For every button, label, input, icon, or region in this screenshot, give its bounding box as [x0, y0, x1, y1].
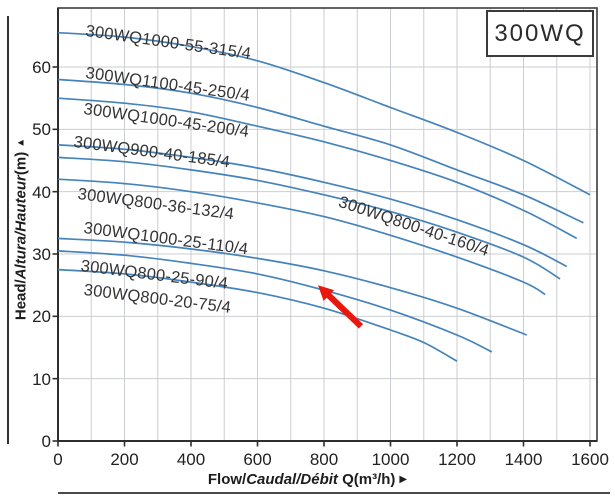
pump-curve	[57, 97, 578, 240]
x-title-caudal-debit: Caudal/Débit	[246, 471, 338, 488]
up-arrow-icon: ▲	[15, 137, 27, 148]
series-model-box: 300WQ	[486, 10, 594, 57]
highlight-arrow	[318, 285, 364, 329]
plot-frame	[57, 7, 598, 442]
y-title-altura-hauteur: Altura/Hauteur	[12, 175, 30, 280]
x-title-unit: Q(m³/h)	[337, 471, 396, 488]
y-title-unit: (m)	[12, 151, 30, 176]
bottom-border-line	[58, 492, 610, 494]
pump-curve	[57, 178, 546, 296]
pump-curve	[57, 144, 568, 268]
pump-curve	[57, 250, 493, 353]
series-model-label: 300WQ	[494, 19, 586, 47]
pump-curve	[57, 156, 561, 280]
right-arrow-icon: ▶	[399, 474, 408, 485]
x-axis-title: Flow/Caudal/Débit Q(m³/h) ▶	[0, 471, 615, 488]
pump-curve	[57, 237, 528, 336]
x-title-flow: Flow/	[207, 471, 247, 488]
pump-curve	[57, 31, 591, 196]
pump-curve	[57, 78, 584, 224]
pump-curve	[57, 268, 458, 362]
y-title-head: Head/	[12, 279, 30, 321]
y-axis-title: Head/Altura/Hauteur(m) ▲	[13, 138, 30, 320]
left-border-line	[7, 16, 9, 444]
